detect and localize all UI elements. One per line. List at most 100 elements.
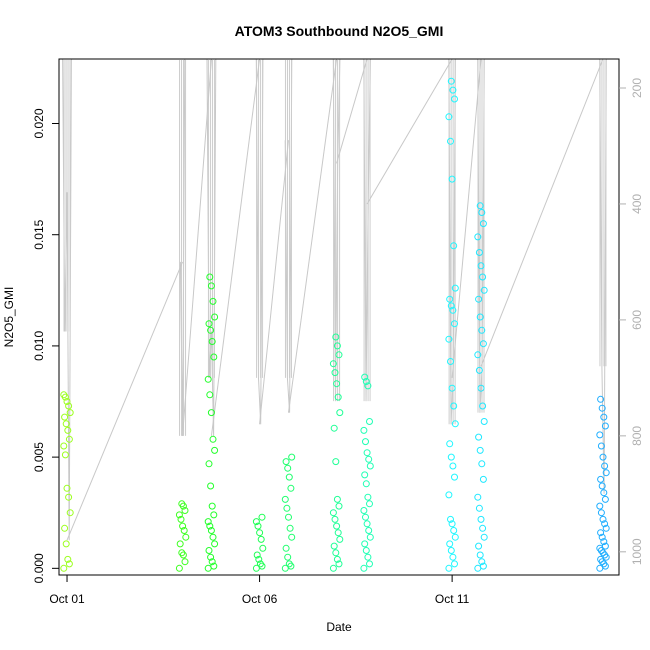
data-point <box>478 460 486 468</box>
data-point <box>206 391 214 399</box>
data-point <box>207 326 215 334</box>
pressure-trace <box>284 58 293 413</box>
data-point <box>360 507 368 514</box>
data-point <box>64 426 72 434</box>
pressure-trace <box>255 58 264 425</box>
data-point <box>450 527 458 534</box>
data-point <box>447 547 455 554</box>
data-point <box>480 286 488 294</box>
y-right-tick-label: 800 <box>630 426 644 446</box>
data-point <box>204 518 212 526</box>
data-point <box>451 473 458 481</box>
data-point <box>364 382 372 390</box>
data-point <box>66 409 74 417</box>
data-point <box>480 533 488 541</box>
data-point <box>598 533 606 541</box>
data-point <box>209 533 217 541</box>
data-point <box>450 242 458 250</box>
data-point <box>61 524 69 532</box>
data-point <box>366 533 374 541</box>
data-point <box>602 469 610 477</box>
y-tick-label: 0.005 <box>32 442 46 472</box>
data-point <box>475 504 483 512</box>
data-point <box>175 511 183 519</box>
data-point <box>333 555 341 563</box>
data-point <box>209 435 217 443</box>
data-point <box>474 564 482 572</box>
data-point <box>211 446 219 454</box>
data-point <box>475 295 483 303</box>
data-point <box>475 366 483 374</box>
data-point <box>282 544 290 552</box>
data-point <box>208 502 216 510</box>
data-point <box>601 495 609 503</box>
data-point <box>597 547 605 554</box>
data-point <box>478 209 486 216</box>
data-point <box>252 518 260 526</box>
data-point <box>179 522 187 530</box>
data-point <box>209 297 217 305</box>
data-point <box>332 333 340 341</box>
plot-frame <box>58 58 620 576</box>
data-point <box>476 446 484 454</box>
y-tick-label: 0.020 <box>32 108 46 138</box>
data-point <box>477 262 485 270</box>
data-point <box>479 475 487 483</box>
data-point <box>66 509 74 517</box>
data-point <box>208 558 216 566</box>
data-point <box>478 326 486 334</box>
data-point <box>447 515 454 523</box>
data-point <box>61 413 69 421</box>
data-point <box>204 564 212 572</box>
data-point <box>65 560 73 568</box>
data-point <box>283 504 291 512</box>
data-point <box>361 540 369 548</box>
data-point <box>207 553 215 561</box>
data-point <box>181 558 189 566</box>
pressure-trace <box>451 58 482 378</box>
data-point <box>180 527 188 534</box>
data-point <box>365 455 373 463</box>
data-point <box>597 529 605 537</box>
data-point <box>363 520 371 528</box>
chart-title: ATOM3 Southbound N2O5_GMI <box>235 23 444 39</box>
data-point <box>448 384 456 392</box>
data-point <box>182 533 190 541</box>
data-point <box>447 358 454 365</box>
pressure-trace <box>363 58 371 402</box>
data-point <box>597 442 605 450</box>
data-point <box>447 453 455 461</box>
data-point <box>285 560 293 568</box>
data-point <box>360 426 368 434</box>
data-point <box>451 560 458 568</box>
data-point <box>205 460 213 468</box>
data-point <box>449 462 457 470</box>
x-axis: Oct 01 Oct 06 Oct 11 <box>49 575 470 606</box>
data-point <box>474 233 482 241</box>
data-point <box>364 553 372 561</box>
pressure-trace <box>477 58 485 413</box>
data-point <box>63 398 71 405</box>
data-point <box>333 522 341 530</box>
pressure-trace <box>287 58 338 413</box>
data-point <box>366 462 374 470</box>
y-right-tick-label: 200 <box>630 78 644 98</box>
data-point <box>332 458 340 466</box>
data-point <box>285 513 292 521</box>
data-point <box>207 282 215 290</box>
data-point <box>284 464 292 472</box>
pressure-traces <box>62 58 607 541</box>
data-point <box>329 509 337 517</box>
pressure-trace <box>332 58 341 402</box>
data-point <box>480 418 488 425</box>
data-point <box>362 438 369 446</box>
y-axis-right: 200 400 600 800 1000 <box>619 78 644 565</box>
data-point <box>449 86 457 94</box>
data-point <box>476 551 484 559</box>
y-tick-label: 0.000 <box>32 553 46 583</box>
data-point <box>177 515 185 523</box>
data-point <box>178 500 186 508</box>
data-point <box>332 549 340 557</box>
data-point <box>287 484 295 492</box>
